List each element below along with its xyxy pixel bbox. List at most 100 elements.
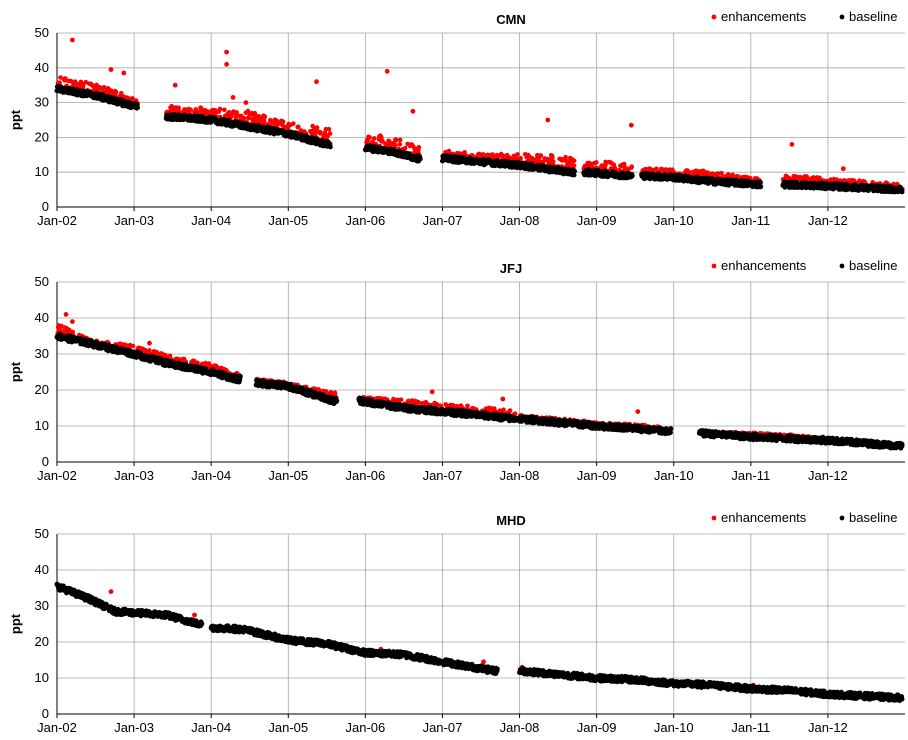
enhancement-point: [181, 357, 186, 363]
x-tick-label: Jan-05: [268, 213, 308, 228]
enhancement-point: [414, 399, 419, 405]
x-tick-label: Jan-05: [268, 468, 308, 483]
x-tick-label: Jan-11: [731, 213, 770, 228]
chart-title: CMN: [496, 12, 526, 27]
enhancement-point: [386, 138, 391, 144]
enhancement-point: [321, 133, 326, 139]
x-tick-label: Jan-07: [423, 213, 463, 228]
enhancement-point: [393, 137, 398, 142]
enhancement-point: [310, 123, 316, 129]
enhancement-point: [518, 155, 523, 161]
y-tick-label: 20: [35, 382, 49, 397]
enhancement-point: [475, 152, 481, 158]
enhancement-point: [511, 153, 517, 159]
enhancement-point: [620, 162, 625, 167]
enhancement-point: [216, 109, 222, 114]
enhancement-point: [378, 133, 383, 138]
legend-label-baseline: baseline: [849, 258, 897, 273]
enhancement-point: [499, 153, 505, 158]
enhancement-outlier-point: [545, 117, 551, 123]
enhancement-point: [245, 108, 251, 114]
legend-label-enhancements: enhancements: [721, 9, 807, 24]
enhancement-point: [693, 168, 699, 174]
legend: enhancements baseline: [711, 9, 897, 24]
enhancement-point: [405, 141, 410, 147]
x-tick-label: Jan-10: [654, 213, 694, 228]
enhancement-point: [169, 104, 174, 109]
enhancement-point: [203, 108, 209, 113]
series-enhancements: [55, 312, 905, 449]
y-tick-label: 30: [35, 95, 49, 110]
enhancement-point: [629, 165, 634, 170]
enhancement-point: [105, 86, 111, 91]
y-axis-label: ppt: [8, 109, 23, 130]
enhancement-outlier-point: [121, 70, 127, 76]
baseline-point: [417, 156, 423, 162]
enhancement-outlier-point: [628, 122, 634, 128]
enhancement-point: [443, 149, 448, 155]
enhancement-point: [291, 121, 296, 126]
enhancement-outlier-point: [840, 166, 846, 172]
enhancement-point: [397, 137, 403, 143]
enhancement-point: [268, 118, 274, 123]
enhancement-outlier-point: [314, 79, 319, 85]
enhancement-point: [379, 138, 385, 143]
enhancement-point: [261, 113, 266, 118]
enhancement-outlier-point: [224, 49, 230, 55]
enhancement-point: [206, 361, 212, 366]
x-tick-label: Jan-08: [500, 213, 540, 228]
baseline-point: [899, 189, 905, 195]
enhancement-outlier-point: [789, 142, 795, 147]
enhancement-point: [612, 165, 618, 170]
y-tick-label: 50: [35, 25, 49, 40]
enhancement-point: [659, 166, 664, 172]
baseline-point: [327, 144, 333, 150]
x-tick-label: Jan-10: [654, 468, 694, 483]
enhancement-point: [261, 117, 266, 122]
x-tick-label: Jan-03: [114, 468, 154, 483]
legend-marker-enhancements: [711, 263, 717, 269]
y-tick-label: 40: [35, 310, 49, 325]
enhancement-point: [406, 398, 411, 404]
enhancement-point: [213, 363, 219, 369]
enhancement-point: [686, 170, 692, 176]
x-tick-label: Jan-07: [423, 468, 463, 483]
enhancement-point: [247, 112, 252, 118]
enhancement-point: [744, 175, 750, 180]
x-tick-label: Jan-11: [731, 468, 770, 483]
enhancement-point: [484, 153, 489, 158]
enhancement-point: [323, 126, 329, 132]
x-tick-label: Jan-04: [191, 213, 231, 228]
y-tick-label: 10: [35, 418, 49, 433]
y-tick-label: 10: [35, 164, 49, 179]
enhancement-point: [569, 159, 574, 165]
enhancement-outlier-point: [108, 67, 114, 72]
enhancement-outlier-point: [172, 82, 178, 88]
enhancement-point: [136, 345, 142, 351]
enhancement-point: [524, 154, 529, 160]
enhancement-point: [113, 91, 118, 96]
enhancement-point: [59, 324, 64, 329]
legend-marker-enhancements: [711, 14, 717, 20]
enhancement-outlier-point: [70, 37, 75, 43]
enhancement-point: [231, 109, 236, 114]
x-tick-label: Jan-12: [808, 213, 848, 228]
enhancement-outlier-point: [243, 100, 249, 105]
enhancement-outlier-point: [410, 108, 416, 114]
enhancement-point: [57, 80, 62, 86]
baseline-point: [758, 184, 764, 190]
x-tick-label: Jan-04: [191, 468, 231, 483]
enhancement-point: [391, 140, 396, 146]
series-baseline: [54, 84, 905, 195]
x-tick-label: Jan-09: [577, 468, 617, 483]
x-tick-label: Jan-06: [345, 213, 385, 228]
enhancement-point: [705, 172, 711, 177]
legend: enhancements baseline: [711, 258, 897, 273]
enhancement-point: [710, 171, 715, 176]
enhancement-point: [791, 173, 797, 179]
enhancement-point: [409, 142, 415, 147]
